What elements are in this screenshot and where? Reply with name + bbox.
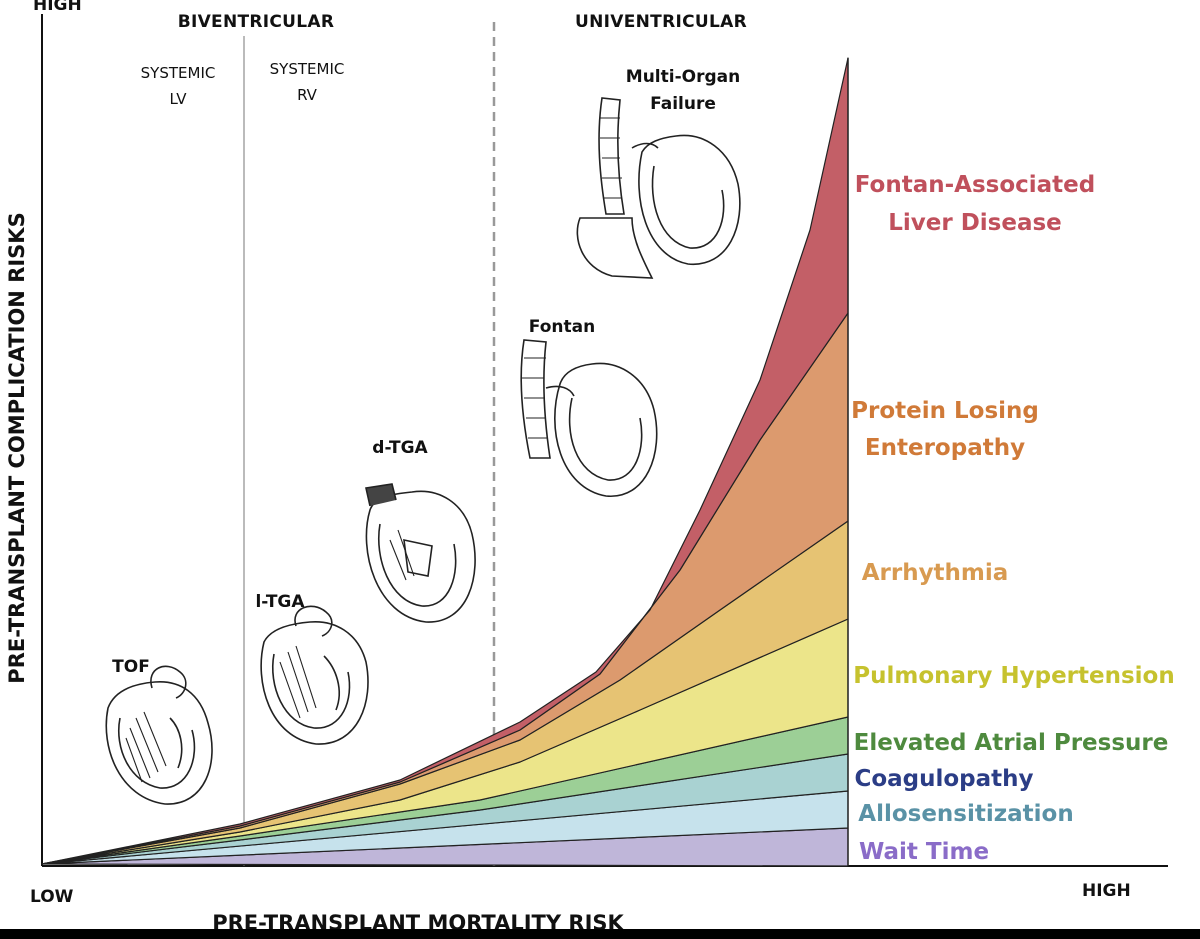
ltga-label: l-TGA	[255, 592, 305, 612]
bottom-border	[0, 929, 1200, 939]
multi-organ-label-line2: Failure	[650, 94, 716, 114]
heart-fontan-icon	[520, 339, 658, 497]
biventricular-header: BIVENTRICULAR	[178, 12, 335, 32]
tof-label: TOF	[112, 657, 150, 677]
risk-label-ph: Pulmonary Hypertension	[853, 663, 1174, 689]
multi-organ-label-line1: Multi-Organ	[626, 67, 740, 87]
univentricular-header: UNIVENTRICULAR	[575, 12, 747, 32]
heart-dtga-icon	[365, 483, 476, 623]
risk-label-coag: Coagulopathy	[854, 766, 1033, 792]
risk-bands	[41, 57, 849, 867]
risk-label-liver-line2: Liver Disease	[888, 210, 1062, 236]
x-high-label: HIGH	[1082, 881, 1131, 901]
risk-label-atrial: Elevated Atrial Pressure	[854, 730, 1169, 756]
systemic-lv-label-line1: SYSTEMIC	[141, 64, 216, 82]
heart-ltga-icon	[260, 605, 369, 745]
risk-label-wait: Wait Time	[859, 839, 989, 865]
heart-tof-icon	[105, 665, 213, 805]
x-low-label: LOW	[30, 887, 74, 907]
systemic-rv-label-line1: SYSTEMIC	[270, 60, 345, 78]
systemic-lv-label-line2: LV	[170, 90, 188, 108]
risk-label-arrhythmia: Arrhythmia	[862, 560, 1009, 586]
heart-multi-organ-icon	[576, 97, 741, 279]
y-high-label: HIGH	[33, 0, 82, 15]
band-fontan-associated-liver-disease	[41, 57, 849, 865]
risk-legend: Fontan-Associated Liver Disease Protein …	[851, 172, 1175, 865]
risk-label-ple-line2: Enteropathy	[865, 435, 1025, 461]
y-axis-title: PRE-TRANSPLANT COMPLICATION RISKS	[5, 212, 29, 683]
risk-label-liver-line1: Fontan-Associated	[855, 172, 1095, 198]
fontan-label: Fontan	[529, 317, 595, 337]
risk-label-allo: Allosensitization	[858, 801, 1073, 827]
dtga-label: d-TGA	[372, 438, 428, 458]
systemic-rv-label-line2: RV	[297, 86, 318, 104]
risk-label-ple-line1: Protein Losing	[851, 398, 1039, 424]
